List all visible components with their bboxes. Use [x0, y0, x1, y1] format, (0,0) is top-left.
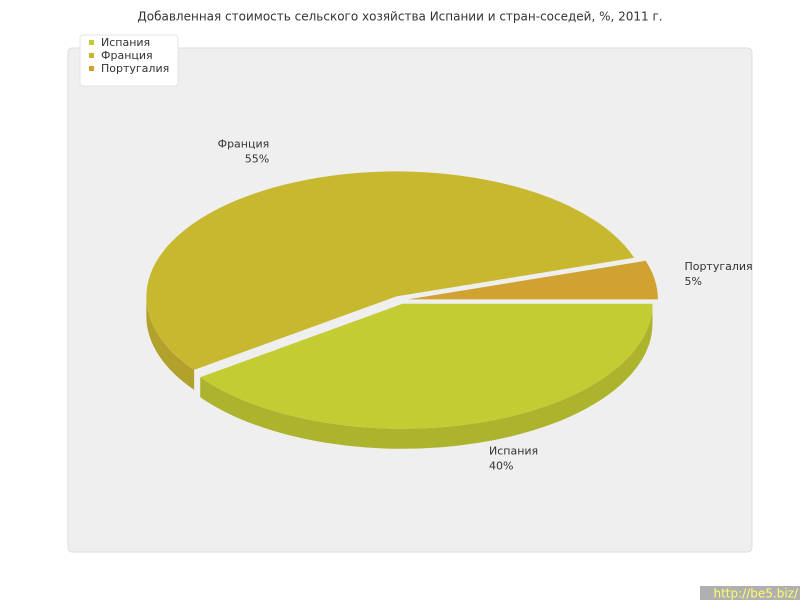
- chart-title: Добавленная стоимость сельского хозяйств…: [137, 10, 662, 24]
- legend-label: Португалия: [101, 62, 169, 75]
- legend-label: Франция: [101, 49, 153, 62]
- value-label: 55%: [245, 153, 269, 166]
- slice-label: Франция: [218, 138, 270, 151]
- value-label: 5%: [684, 275, 701, 288]
- slice: [200, 303, 653, 429]
- slice-label: Португалия: [684, 260, 752, 273]
- legend-label: Испания: [101, 36, 150, 49]
- slice-label: Испания: [489, 444, 538, 457]
- watermark-bg: [700, 586, 800, 600]
- legend-box: [79, 34, 179, 87]
- legend-swatch: [89, 53, 94, 58]
- slice: [146, 171, 635, 370]
- plot-area: [67, 47, 753, 553]
- legend-swatch: [89, 66, 94, 71]
- slice-side: [146, 296, 195, 390]
- slice: [407, 260, 658, 300]
- slice-side: [200, 303, 653, 449]
- legend-swatch: [89, 40, 94, 45]
- watermark: http://be5.biz/: [713, 587, 798, 600]
- value-label: 40%: [489, 459, 513, 472]
